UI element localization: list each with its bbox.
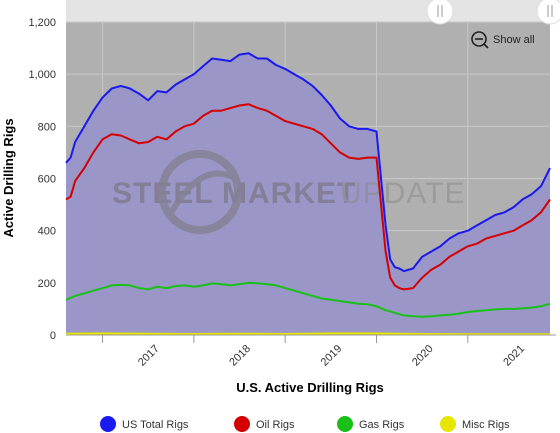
x-tick-label: 2020: [410, 343, 436, 369]
navigator-bar[interactable]: [66, 0, 556, 22]
navigator-handle-left[interactable]: [426, 0, 454, 25]
y-tick-label: 800: [38, 121, 56, 133]
series-line-oil-rigs: [65, 103, 551, 291]
series-line-us-total-rigs: [65, 52, 551, 273]
legend-label: US Total Rigs: [122, 419, 189, 431]
series-lines: [65, 52, 551, 336]
show-all-label: Show all: [493, 34, 535, 46]
x-axis-label: U.S. Active Drilling Rigs: [236, 380, 384, 395]
watermark-word-update: UPDATE: [340, 177, 465, 210]
show-all-button[interactable]: Show all: [471, 31, 535, 49]
y-tick-label: 0: [50, 330, 56, 342]
x-axis: 2017 2018 2019 2020 2021: [102, 335, 527, 369]
legend-marker: [337, 416, 353, 432]
y-tick-label: 1,000: [28, 69, 56, 81]
x-tick-label: 2021: [501, 343, 527, 369]
y-axis-label: Active Drilling Rigs: [1, 118, 16, 237]
legend-item-gas-rigs[interactable]: Gas Rigs: [337, 416, 405, 432]
total-rigs-area: [66, 53, 550, 336]
y-tick-label: 200: [38, 278, 56, 290]
x-tick-label: 2018: [227, 343, 253, 369]
watermark: STEEL MARKET UPDATE: [112, 150, 465, 234]
y-tick-label: 1,200: [28, 17, 56, 29]
x-tick-label: 2017: [136, 343, 162, 369]
legend-item-misc-rigs[interactable]: Misc Rigs: [440, 416, 510, 432]
legend: US Total Rigs Oil Rigs Gas Rigs Misc Rigs: [100, 416, 510, 432]
legend-marker: [440, 416, 456, 432]
y-axis: 0 200 400 600 800 1,000 1,200: [28, 17, 56, 342]
watermark-word-market: MARKET: [222, 177, 356, 210]
watermark-word-steel: STEEL: [112, 177, 214, 210]
series-line-misc-rigs: [65, 332, 550, 336]
y-tick-label: 400: [38, 226, 56, 238]
legend-item-us-total-rigs[interactable]: US Total Rigs: [100, 416, 189, 432]
y-tick-label: 600: [38, 174, 56, 186]
navigator-handle-right[interactable]: [536, 0, 560, 25]
series-line-gas-rigs: [65, 281, 551, 318]
zoom-out-icon: [471, 31, 487, 47]
legend-marker: [234, 416, 250, 432]
legend-label: Misc Rigs: [462, 419, 510, 431]
x-tick-label: 2019: [319, 343, 345, 369]
legend-label: Gas Rigs: [359, 419, 405, 431]
legend-label: Oil Rigs: [256, 419, 295, 431]
legend-marker: [100, 416, 116, 432]
legend-item-oil-rigs[interactable]: Oil Rigs: [234, 416, 295, 432]
